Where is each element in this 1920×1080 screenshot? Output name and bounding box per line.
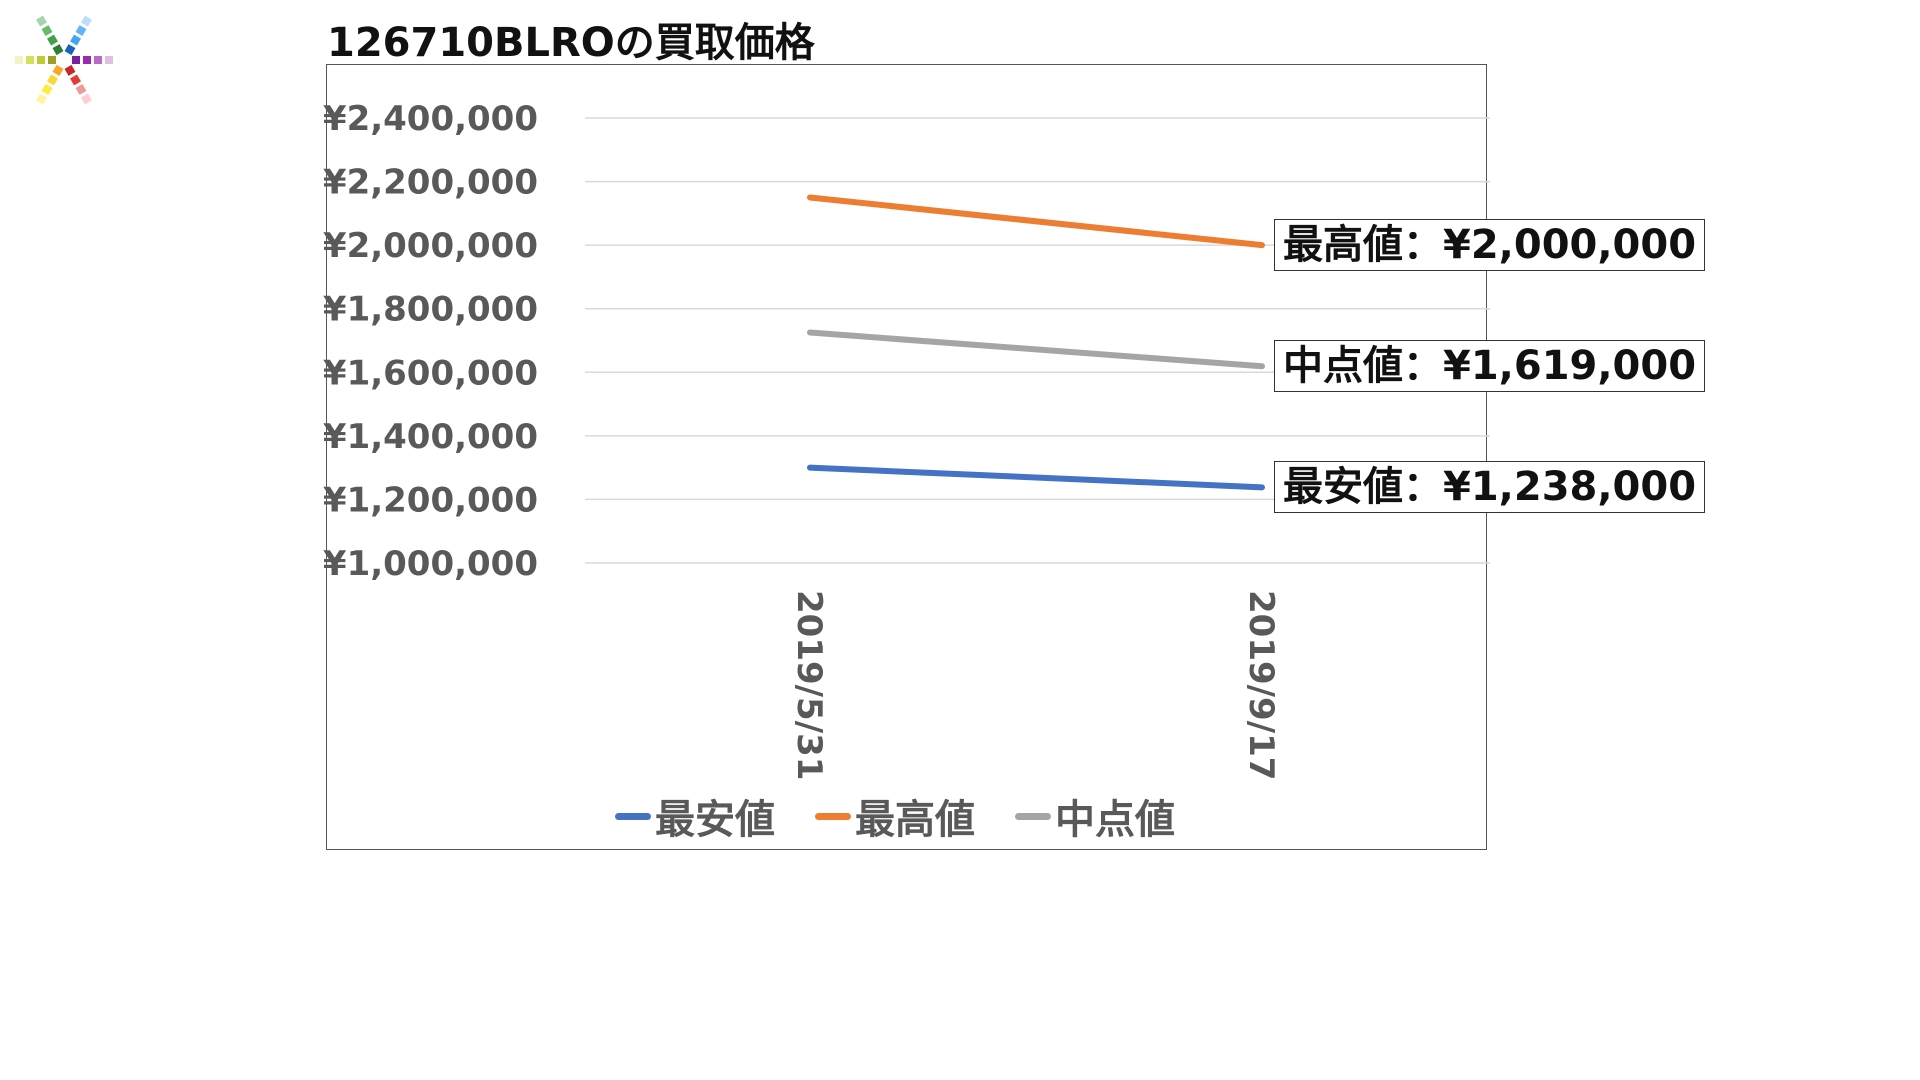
logo-square (64, 44, 76, 56)
logo-square (26, 56, 34, 64)
legend-item-min: 最安値 (615, 787, 775, 845)
logo-square (52, 44, 64, 56)
logo-square (36, 15, 47, 27)
logo-square (64, 64, 76, 76)
logo-square (41, 25, 53, 37)
series-line-最高値 (807, 194, 1265, 249)
legend-label-max: 最高値 (855, 797, 975, 843)
min-value-annotation: 最安値：¥1,238,000 (1274, 461, 1706, 514)
logo-square (72, 56, 80, 64)
logo-square (75, 83, 87, 95)
y-tick-label: ¥1,800,000 (323, 290, 538, 330)
x-tick-label: 2019/5/31 (789, 590, 829, 780)
logo-center (59, 55, 69, 65)
legend-swatch-max (815, 812, 851, 820)
y-tick-label: ¥1,400,000 (323, 417, 538, 457)
logo-square (15, 56, 23, 64)
gridlines (585, 117, 1490, 564)
logo-square (105, 56, 113, 64)
legend-label-min: 最安値 (655, 797, 775, 843)
logo-square (52, 64, 64, 76)
logo-square (70, 74, 81, 86)
y-tick-label: ¥2,400,000 (323, 99, 538, 139)
page-title: 126710BLROの買取価格 (327, 20, 815, 66)
color-asterisk-logo (15, 15, 113, 105)
logo-square (83, 56, 91, 64)
logo-square (81, 93, 92, 105)
y-tick-label: ¥2,200,000 (323, 163, 538, 203)
legend-item-mid: 中点値 (1015, 787, 1175, 845)
logo-square (41, 83, 53, 95)
logo-square (37, 56, 45, 64)
legend-swatch-min (615, 812, 651, 820)
y-tick-label: ¥2,000,000 (323, 226, 538, 266)
x-tick-label: 2019/9/17 (1241, 590, 1281, 780)
series-line-中点値 (807, 329, 1265, 370)
logo-square (94, 56, 102, 64)
y-tick-label: ¥1,600,000 (323, 353, 538, 393)
legend-item-max: 最高値 (815, 787, 975, 845)
chart-frame (326, 64, 1487, 850)
chart-legend: 最安値 最高値 中点値 (615, 787, 1175, 845)
logo-square (36, 93, 47, 105)
legend-swatch-mid (1015, 812, 1051, 820)
mid-value-annotation: 中点値：¥1,619,000 (1274, 340, 1706, 393)
logo-square (47, 34, 58, 46)
y-axis-ticks: ¥1,000,000 ¥1,200,000 ¥1,400,000 ¥1,600,000… (323, 99, 538, 584)
y-tick-label: ¥1,000,000 (323, 544, 538, 584)
logo-square (70, 34, 81, 46)
logo-square (81, 15, 92, 27)
series-line-最安値 (807, 464, 1265, 491)
y-tick-label: ¥1,200,000 (323, 480, 538, 520)
logo-square (75, 25, 87, 37)
logo-square (47, 74, 58, 86)
legend-label-mid: 中点値 (1055, 797, 1175, 843)
max-value-annotation: 最高値：¥2,000,000 (1274, 219, 1706, 272)
x-axis-ticks: 2019/5/31 2019/9/17 (789, 590, 1281, 780)
series-lines (807, 194, 1265, 491)
logo-square (48, 56, 56, 64)
